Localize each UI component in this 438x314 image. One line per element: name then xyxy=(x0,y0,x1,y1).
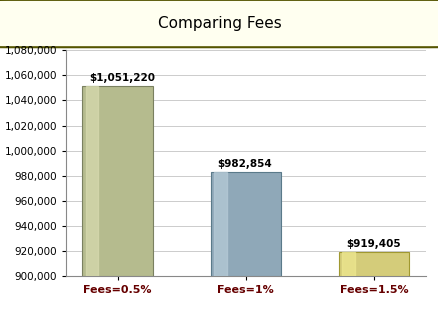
Text: $919,405: $919,405 xyxy=(345,239,399,249)
Bar xyxy=(210,172,280,276)
Bar xyxy=(214,172,226,276)
Bar xyxy=(342,252,354,276)
Bar xyxy=(338,252,409,276)
Bar xyxy=(85,86,98,276)
Text: $982,854: $982,854 xyxy=(217,159,272,169)
FancyBboxPatch shape xyxy=(0,0,438,47)
Text: Comparing Fees: Comparing Fees xyxy=(157,16,281,31)
Text: $1,051,220: $1,051,220 xyxy=(89,73,155,83)
Bar xyxy=(82,86,152,276)
